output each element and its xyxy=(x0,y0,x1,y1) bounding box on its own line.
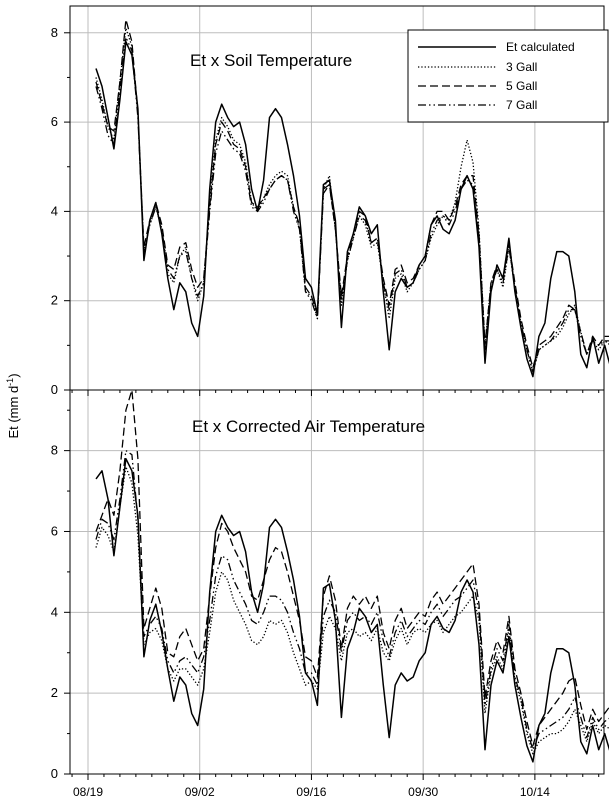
panel-1-series-et-calculated xyxy=(95,40,609,378)
panel-1-series-3-gall xyxy=(95,27,609,373)
y-tick-label: 8 xyxy=(51,25,58,40)
panel-1-series-5-gall xyxy=(95,18,609,369)
grid-lines xyxy=(70,6,604,774)
legend-box xyxy=(407,29,609,123)
x-tick-label: 08/19 xyxy=(73,785,103,799)
y-tick-label: 8 xyxy=(51,443,58,458)
x-tick-label: 09/02 xyxy=(185,785,215,799)
x-tick-label: 09/30 xyxy=(408,785,438,799)
panel-1-title: Et x Soil Temperature xyxy=(190,51,352,70)
panel-2-series-5-gall xyxy=(95,389,609,747)
plot-frames xyxy=(69,5,605,775)
legend: Et calculated 3 Gall 5 Gall 7 Gall xyxy=(407,29,609,123)
y-tick-label: 6 xyxy=(51,114,58,129)
y-tick-label: 0 xyxy=(51,382,58,397)
panel-2-title: Et x Corrected Air Temperature xyxy=(192,417,425,436)
y-tick-label: 2 xyxy=(51,685,58,700)
x-tick-label: 09/16 xyxy=(296,785,326,799)
panel-2-series-3-gall xyxy=(95,466,609,755)
y-tick-label: 6 xyxy=(51,523,58,538)
series-lines xyxy=(95,18,609,763)
legend-label-5-gall: 5 Gall xyxy=(506,79,537,93)
x-tick-label: 10/14 xyxy=(520,785,550,799)
y-axis-label: Et (mm d-1) xyxy=(5,373,21,438)
y-tick-label: 4 xyxy=(51,203,58,218)
panel-2-frame xyxy=(69,389,605,775)
y-tick-label: 2 xyxy=(51,293,58,308)
panel-2-series-7-gall xyxy=(95,449,609,751)
legend-label-et-calculated: Et calculated xyxy=(506,40,575,54)
y-tick-label: 0 xyxy=(51,766,58,781)
legend-label-7-gall: 7 Gall xyxy=(506,98,537,112)
y-tick-label: 4 xyxy=(51,604,58,619)
panel-2-series-et-calculated xyxy=(95,457,609,763)
legend-label-3-gall: 3 Gall xyxy=(506,60,537,74)
